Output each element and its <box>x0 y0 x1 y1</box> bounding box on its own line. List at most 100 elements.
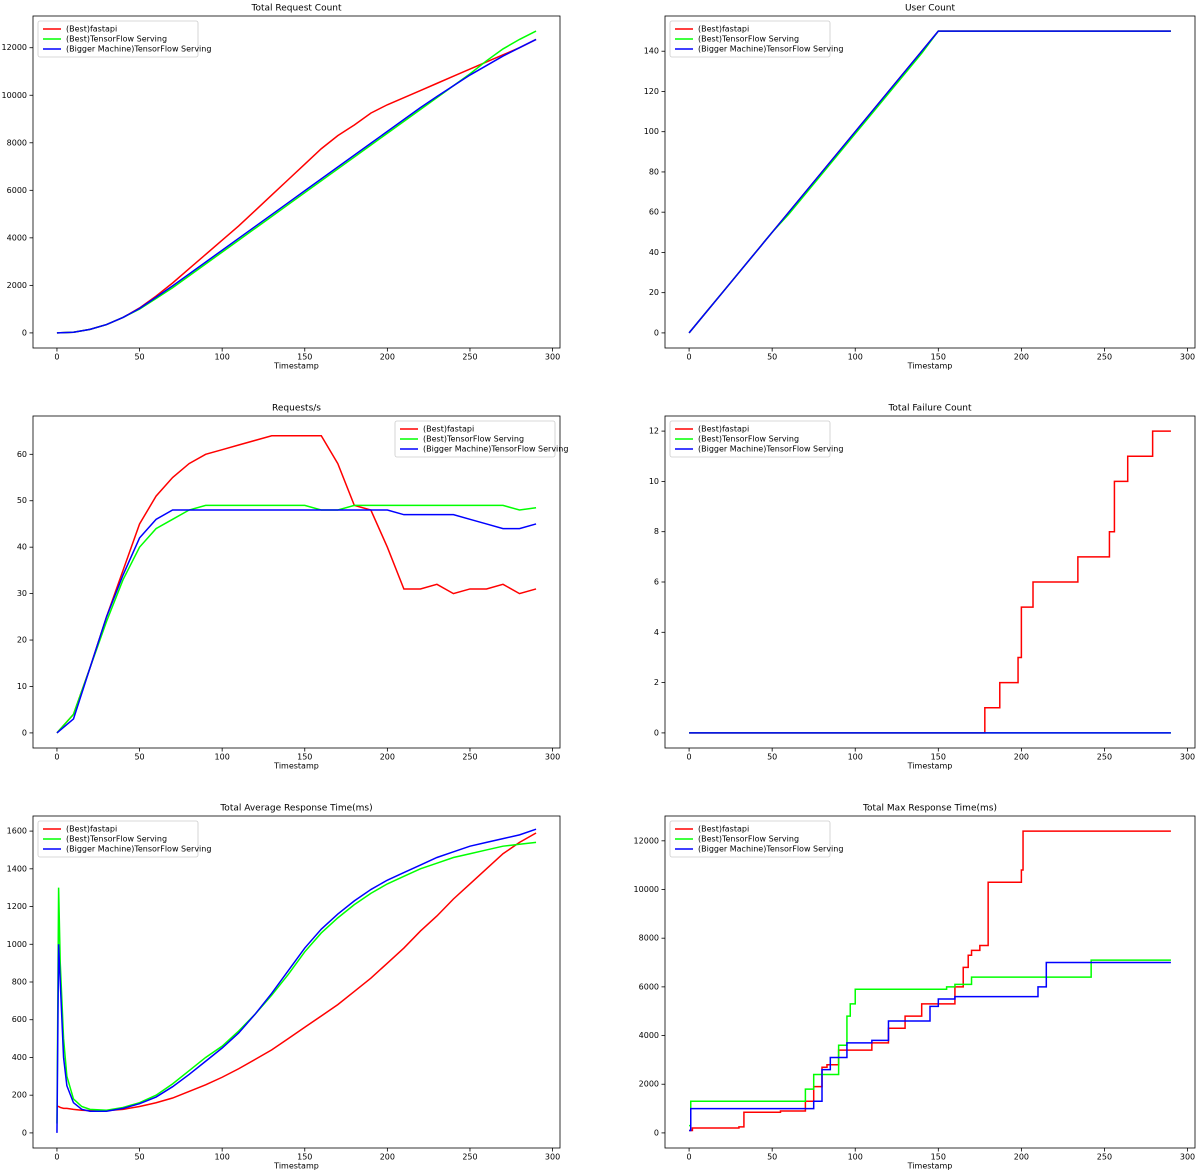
legend-label: (Best)TensorFlow Serving <box>423 435 524 444</box>
x-tick-label: 300 <box>1180 753 1195 762</box>
data-line <box>689 430 1171 734</box>
y-tick-label: 4000 <box>7 233 27 242</box>
x-tick-label: 200 <box>1014 753 1029 762</box>
x-tick-label: 0 <box>687 753 692 762</box>
legend-label: (Best)fastapi <box>423 425 474 434</box>
x-tick-label: 200 <box>1014 353 1029 362</box>
data-line <box>56 841 537 1124</box>
y-tick-label: 10 <box>17 682 27 691</box>
legend-box <box>37 20 199 58</box>
subplot: Total Average Response Time(ms) Timestamp… <box>7 804 561 1171</box>
y-tick-label: 800 <box>12 978 27 987</box>
y-tick-label: 140 <box>644 47 659 56</box>
y-tick-label: 2000 <box>7 281 27 290</box>
data-line <box>56 38 537 334</box>
y-tick-label: 6000 <box>7 186 27 195</box>
data-line <box>689 830 1171 1132</box>
x-tick-label: 150 <box>931 1153 946 1162</box>
chart-title: Total Average Response Time(ms) <box>219 804 372 814</box>
legend-label: (Best)fastapi <box>66 25 117 34</box>
x-axis-label: Timestamp <box>273 362 319 371</box>
legend-label: (Best)fastapi <box>698 825 749 834</box>
x-tick-label: 300 <box>545 353 560 362</box>
axes-frame <box>664 15 1196 349</box>
legend-label: (Best)fastapi <box>66 825 117 834</box>
x-tick-label: 250 <box>462 1153 477 1162</box>
legend-label: (Best)fastapi <box>698 425 749 434</box>
x-tick-label: 150 <box>297 753 312 762</box>
axes-frame <box>32 415 561 749</box>
y-tick-label: 10000 <box>634 885 659 894</box>
x-tick-label: 200 <box>380 353 395 362</box>
y-tick-label: 0 <box>654 1128 659 1137</box>
x-axis-label: Timestamp <box>273 762 319 771</box>
legend-box <box>669 20 831 58</box>
legend-label: (Bigger Machine)TensorFlow Serving <box>698 45 843 54</box>
legend-label: (Best)TensorFlow Serving <box>698 835 799 844</box>
legend-box <box>394 420 556 458</box>
x-tick-label: 250 <box>1097 753 1112 762</box>
x-tick-label: 300 <box>545 1153 560 1162</box>
legend-label: (Bigger Machine)TensorFlow Serving <box>66 845 211 854</box>
y-tick-label: 600 <box>12 1015 27 1024</box>
x-tick-label: 100 <box>215 1153 230 1162</box>
y-tick-label: 2000 <box>639 1080 659 1089</box>
x-tick-label: 0 <box>54 353 59 362</box>
y-tick-label: 4 <box>654 628 659 637</box>
x-axis-label: Timestamp <box>273 1162 319 1171</box>
x-axis-label: Timestamp <box>907 762 953 771</box>
legend-box <box>37 820 199 858</box>
y-tick-label: 0 <box>654 328 659 337</box>
x-tick-label: 50 <box>134 1153 144 1162</box>
x-tick-label: 0 <box>687 1153 692 1162</box>
y-tick-label: 50 <box>17 496 27 505</box>
data-line <box>56 38 537 334</box>
x-tick-label: 250 <box>462 753 477 762</box>
data-line <box>56 828 537 1133</box>
y-tick-label: 12 <box>649 427 659 436</box>
chart-title: Total Max Response Time(ms) <box>862 804 997 814</box>
y-tick-label: 6 <box>654 578 659 587</box>
y-tick-label: 60 <box>17 450 27 459</box>
y-tick-label: 60 <box>649 208 659 217</box>
y-tick-label: 8000 <box>7 138 27 147</box>
y-tick-label: 20 <box>649 288 659 297</box>
y-tick-label: 1200 <box>7 902 27 911</box>
data-line <box>56 832 537 1112</box>
x-tick-label: 200 <box>1014 1153 1029 1162</box>
data-line <box>56 504 537 734</box>
x-tick-label: 250 <box>1097 353 1112 362</box>
x-tick-label: 150 <box>297 353 312 362</box>
chart-title: Total Failure Count <box>887 404 972 414</box>
legend-box <box>669 820 831 858</box>
axes-frame <box>32 15 561 349</box>
axes-frame <box>32 815 561 1149</box>
y-tick-label: 1400 <box>7 864 27 873</box>
legend-label: (Best)TensorFlow Serving <box>698 435 799 444</box>
x-tick-label: 0 <box>54 1153 59 1162</box>
subplot: Total Request Count Timestamp 0 50 100 150 200… <box>2 4 561 371</box>
x-tick-label: 100 <box>215 353 230 362</box>
legend-label: (Bigger Machine)TensorFlow Serving <box>423 445 568 454</box>
y-tick-label: 100 <box>644 127 659 136</box>
y-tick-label: 200 <box>12 1091 27 1100</box>
y-tick-label: 0 <box>654 728 659 737</box>
data-line <box>56 509 537 734</box>
x-axis-label: Timestamp <box>907 362 953 371</box>
subplot: User Count Timestamp 0 50 100 150 200 250 300 0 20… <box>644 4 1196 371</box>
legend-label: (Best)TensorFlow Serving <box>66 35 167 44</box>
chart-title: User Count <box>905 4 956 14</box>
y-tick-label: 120 <box>644 87 659 96</box>
data-line <box>688 30 1171 334</box>
axes-frame <box>664 815 1196 1149</box>
x-tick-label: 100 <box>848 753 863 762</box>
x-tick-label: 100 <box>848 1153 863 1162</box>
data-line <box>689 959 1171 1127</box>
chart-title: Total Request Count <box>250 4 341 14</box>
legend-label: (Bigger Machine)TensorFlow Serving <box>698 445 843 454</box>
data-line <box>688 30 1171 334</box>
x-tick-label: 250 <box>462 353 477 362</box>
y-tick-label: 8 <box>654 527 659 536</box>
x-tick-label: 300 <box>545 753 560 762</box>
subplot: Requests/s Timestamp 0 50 100 150 200 250 300 0 10… <box>17 404 569 771</box>
